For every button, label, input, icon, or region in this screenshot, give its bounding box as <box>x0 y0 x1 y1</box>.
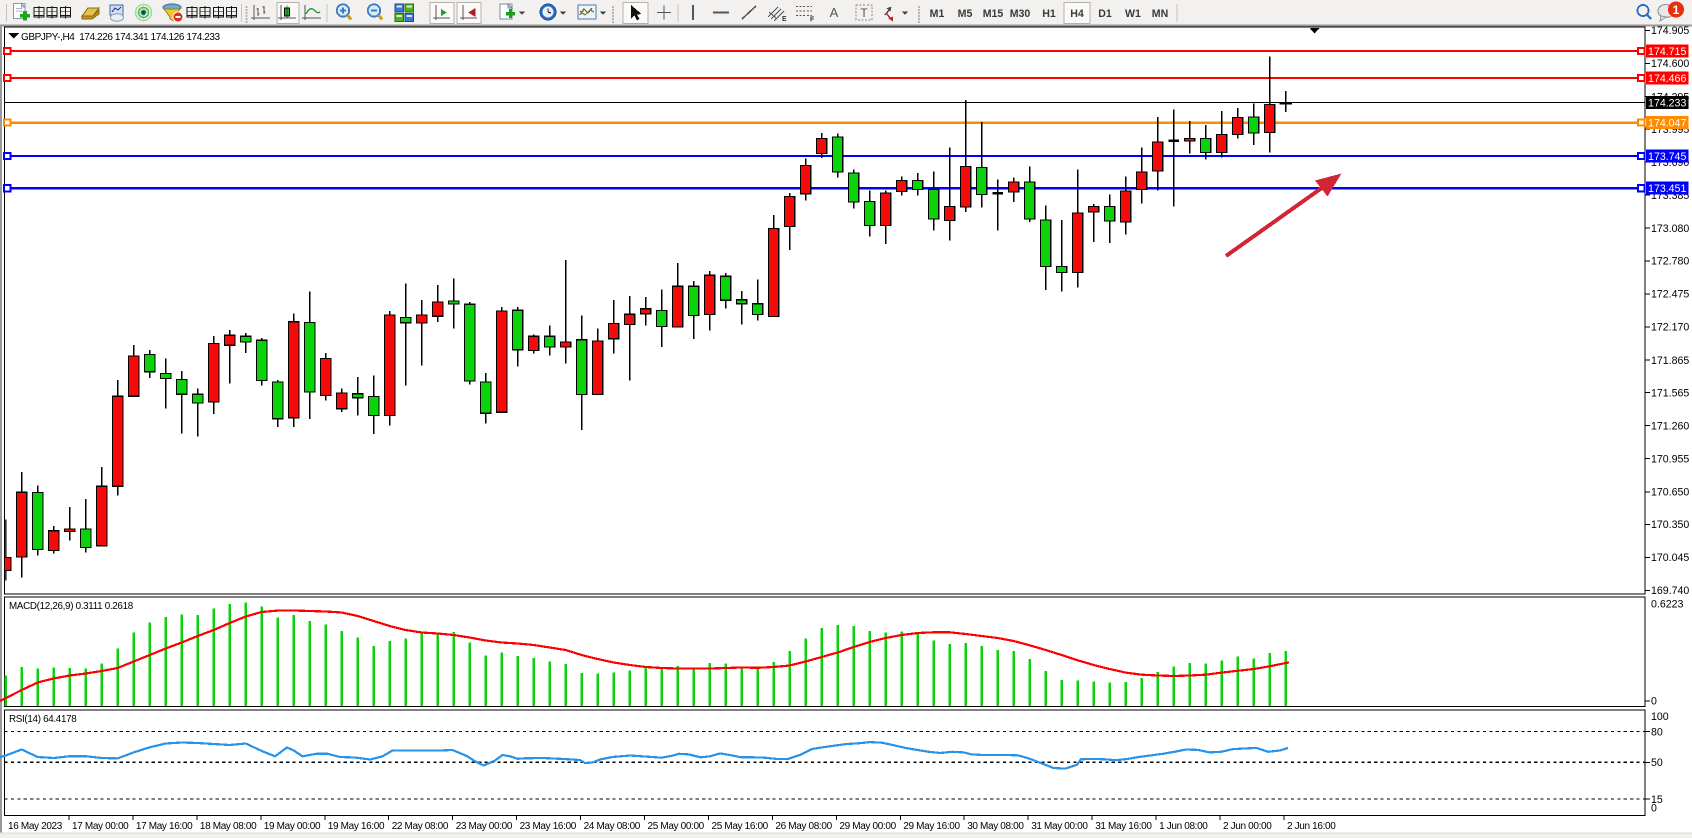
svg-text:0.6223: 0.6223 <box>1651 598 1684 610</box>
svg-text:171.865: 171.865 <box>1651 355 1689 367</box>
svg-text:M5: M5 <box>958 8 973 20</box>
svg-text:MN: MN <box>1152 8 1168 20</box>
svg-text:24 May 08:00: 24 May 08:00 <box>584 821 641 832</box>
svg-text:15: 15 <box>1651 794 1663 806</box>
svg-text:170.955: 170.955 <box>1651 454 1689 466</box>
svg-text:25 May 16:00: 25 May 16:00 <box>712 821 769 832</box>
svg-text:17 May 00:00: 17 May 00:00 <box>72 821 129 832</box>
svg-text:F: F <box>810 17 815 24</box>
svg-text:29 May 00:00: 29 May 00:00 <box>839 821 896 832</box>
svg-text:M30: M30 <box>1010 8 1031 20</box>
svg-text:22 May 08:00: 22 May 08:00 <box>392 821 449 832</box>
svg-text:M1: M1 <box>930 8 945 20</box>
svg-text:18 May 08:00: 18 May 08:00 <box>200 821 257 832</box>
svg-text:170.350: 170.350 <box>1651 519 1689 531</box>
svg-text:172.170: 172.170 <box>1651 322 1689 334</box>
svg-text:GBPJPY-,H4 174.226 174.341 17: GBPJPY-,H4 174.226 174.341 174.126 174.2… <box>21 32 221 43</box>
svg-text:172.780: 172.780 <box>1651 256 1689 268</box>
svg-text:E: E <box>782 16 787 23</box>
svg-text:174.466: 174.466 <box>1648 73 1686 85</box>
svg-text:174.233: 174.233 <box>1648 98 1686 110</box>
svg-text:1 Jun 08:00: 1 Jun 08:00 <box>1159 821 1208 832</box>
svg-text:2 Jun 16:00: 2 Jun 16:00 <box>1287 821 1336 832</box>
svg-text:T: T <box>860 6 868 20</box>
svg-text:23 May 00:00: 23 May 00:00 <box>456 821 513 832</box>
svg-text:H4: H4 <box>1070 8 1084 20</box>
svg-text:19 May 00:00: 19 May 00:00 <box>264 821 321 832</box>
svg-text:169.740: 169.740 <box>1651 585 1689 597</box>
svg-text:173.080: 173.080 <box>1651 223 1689 235</box>
svg-text:17 May 16:00: 17 May 16:00 <box>136 821 193 832</box>
svg-text:100: 100 <box>1651 711 1669 723</box>
svg-text:19 May 16:00: 19 May 16:00 <box>328 821 385 832</box>
svg-text:2 Jun 00:00: 2 Jun 00:00 <box>1223 821 1272 832</box>
svg-text:M15: M15 <box>983 8 1004 20</box>
svg-text:170.650: 170.650 <box>1651 487 1689 499</box>
svg-text:174.905: 174.905 <box>1651 25 1689 37</box>
svg-text:31 May 00:00: 31 May 00:00 <box>1031 821 1088 832</box>
svg-text:173.745: 173.745 <box>1648 151 1686 163</box>
svg-text:170.045: 170.045 <box>1651 552 1689 564</box>
svg-text:23 May 16:00: 23 May 16:00 <box>520 821 577 832</box>
svg-text:174.715: 174.715 <box>1648 46 1686 58</box>
svg-text:173.451: 173.451 <box>1648 183 1686 195</box>
svg-text:H1: H1 <box>1042 8 1056 20</box>
svg-text:171.565: 171.565 <box>1651 387 1689 399</box>
svg-text:25 May 00:00: 25 May 00:00 <box>648 821 705 832</box>
svg-text:30 May 08:00: 30 May 08:00 <box>967 821 1024 832</box>
svg-text:31 May 16:00: 31 May 16:00 <box>1095 821 1152 832</box>
svg-text:D1: D1 <box>1098 8 1112 20</box>
svg-text:0: 0 <box>1651 803 1657 815</box>
svg-text:50: 50 <box>1651 757 1663 769</box>
svg-text:171.260: 171.260 <box>1651 420 1689 432</box>
svg-text:26 May 08:00: 26 May 08:00 <box>775 821 832 832</box>
svg-text:1: 1 <box>1673 3 1680 17</box>
svg-text:174.047: 174.047 <box>1648 118 1686 130</box>
svg-text:29 May 16:00: 29 May 16:00 <box>903 821 960 832</box>
svg-text:80: 80 <box>1651 726 1663 738</box>
svg-text:A: A <box>830 5 839 20</box>
svg-text:MACD(12,26,9) 0.3111 0.2618: MACD(12,26,9) 0.3111 0.2618 <box>9 601 134 612</box>
svg-text:16 May 2023: 16 May 2023 <box>8 821 63 832</box>
svg-text:W1: W1 <box>1125 8 1141 20</box>
svg-text:172.475: 172.475 <box>1651 289 1689 301</box>
svg-text:RSI(14) 64.4178: RSI(14) 64.4178 <box>9 714 77 725</box>
svg-text:174.600: 174.600 <box>1651 58 1689 70</box>
svg-text:0: 0 <box>1651 696 1657 708</box>
